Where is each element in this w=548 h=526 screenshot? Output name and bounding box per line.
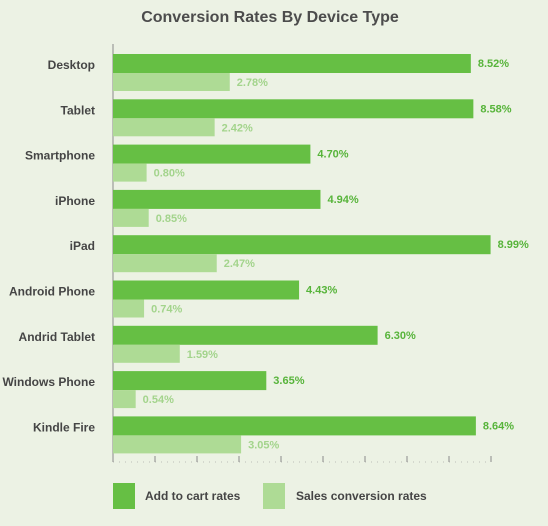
- legend-label-add-to-cart: Add to cart rates: [145, 489, 241, 503]
- chart-title: Conversion Rates By Device Type: [141, 9, 399, 26]
- legend-label-sales-conversion: Sales conversion rates: [296, 489, 427, 503]
- value-label-add-to-cart-andrid-tablet: 6.30%: [385, 330, 416, 342]
- bar-add-to-cart-andrid-tablet: [113, 325, 378, 345]
- category-label-windows-phone: Windows Phone: [2, 375, 95, 389]
- value-label-add-to-cart-ipad: 8.99%: [498, 239, 529, 251]
- bar-add-to-cart-kindle-fire: [113, 416, 476, 436]
- bar-sales-conversion-smartphone: [113, 163, 147, 182]
- value-label-add-to-cart-smartphone: 4.70%: [317, 149, 348, 161]
- bar-sales-conversion-andrid-tablet: [113, 344, 180, 363]
- bar-sales-conversion-windows-phone: [113, 390, 136, 409]
- value-label-sales-conversion-smartphone: 0.80%: [154, 168, 185, 180]
- value-label-sales-conversion-andrid-tablet: 1.59%: [187, 349, 218, 361]
- bars-layer: [112, 44, 492, 463]
- category-label-kindle-fire: Kindle Fire: [33, 420, 95, 434]
- value-label-add-to-cart-desktop: 8.52%: [478, 58, 509, 70]
- value-label-sales-conversion-windows-phone: 0.54%: [143, 394, 174, 406]
- legend: Add to cart rates Sales conversion rates: [113, 483, 427, 509]
- value-label-sales-conversion-android-phone: 0.74%: [151, 304, 182, 316]
- legend-swatch-sales-conversion: [263, 483, 285, 509]
- value-label-sales-conversion-iphone: 0.85%: [156, 213, 187, 225]
- category-label-desktop: Desktop: [48, 58, 95, 72]
- bar-sales-conversion-tablet: [113, 118, 215, 137]
- bar-add-to-cart-windows-phone: [113, 371, 267, 391]
- bar-add-to-cart-smartphone: [113, 144, 311, 164]
- legend-swatch-add-to-cart: [113, 483, 135, 509]
- bar-sales-conversion-desktop: [113, 73, 230, 91]
- value-label-sales-conversion-desktop: 2.78%: [237, 77, 268, 89]
- category-label-andrid-tablet: Andrid Tablet: [19, 330, 95, 344]
- bar-add-to-cart-desktop: [113, 54, 471, 73]
- value-label-sales-conversion-ipad: 2.47%: [224, 258, 255, 270]
- bar-sales-conversion-iphone: [113, 208, 149, 227]
- category-label-tablet: Tablet: [61, 103, 95, 117]
- value-label-sales-conversion-kindle-fire: 3.05%: [248, 439, 279, 451]
- value-label-add-to-cart-tablet: 8.58%: [480, 103, 511, 115]
- value-label-add-to-cart-windows-phone: 3.65%: [273, 375, 304, 387]
- bar-add-to-cart-tablet: [113, 99, 474, 119]
- value-label-add-to-cart-iphone: 4.94%: [327, 194, 358, 206]
- category-label-smartphone: Smartphone: [25, 149, 95, 163]
- value-label-add-to-cart-kindle-fire: 8.64%: [483, 420, 514, 432]
- bar-add-to-cart-ipad: [113, 235, 491, 255]
- bar-add-to-cart-iphone: [113, 189, 321, 209]
- bar-sales-conversion-android-phone: [113, 299, 145, 318]
- category-label-android-phone: Android Phone: [9, 285, 95, 299]
- category-label-iphone: iPhone: [55, 194, 95, 208]
- labels-layer: Desktop 8.52% 2.78% Tablet 8.58% 2.42% Smartph…: [2, 58, 529, 451]
- value-label-add-to-cart-android-phone: 4.43%: [306, 285, 337, 297]
- value-label-sales-conversion-tablet: 2.42%: [222, 122, 253, 134]
- bar-sales-conversion-kindle-fire: [113, 435, 242, 454]
- bar-sales-conversion-ipad: [113, 254, 217, 273]
- bar-add-to-cart-android-phone: [113, 280, 300, 300]
- category-label-ipad: iPad: [70, 239, 95, 253]
